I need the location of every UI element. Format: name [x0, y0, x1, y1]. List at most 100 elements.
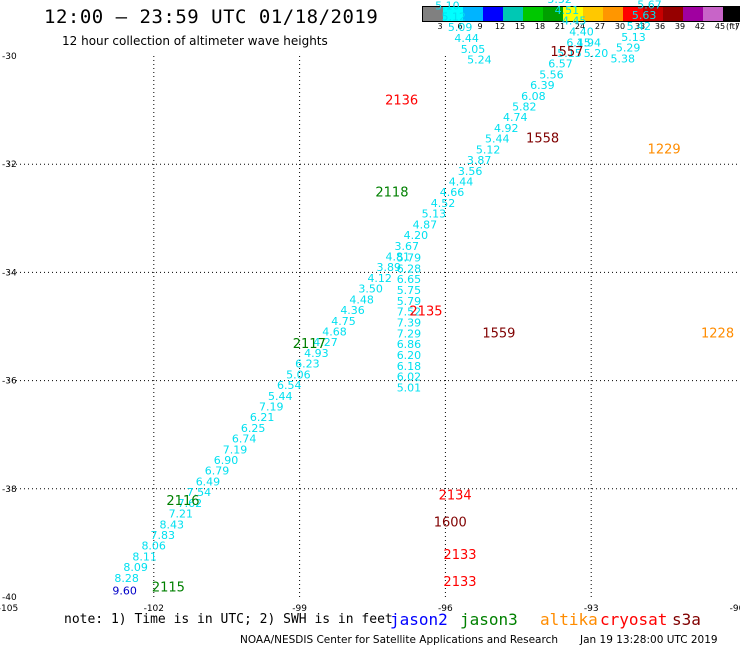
- wave-height-label: 6.15: [566, 36, 591, 49]
- wave-height-label: 5.10: [435, 0, 460, 12]
- wave-height-label: 4.48: [349, 293, 374, 306]
- credit-text: NOAA/NESDIS Center for Satellite Applica…: [240, 634, 558, 646]
- wave-height-label: 7.52: [397, 306, 422, 319]
- wave-height-label: 6.74: [232, 433, 257, 446]
- wave-height-label: 5.79: [397, 295, 422, 308]
- color-swatch: [563, 7, 583, 21]
- wave-height-label: 9.60: [112, 584, 137, 597]
- wave-height-label: 5.52: [547, 0, 572, 6]
- wave-height-label: 8.43: [160, 518, 185, 531]
- color-scale-tick: 70: [734, 22, 740, 31]
- color-scale-tick: 30: [614, 22, 626, 31]
- color-swatch: [603, 7, 623, 21]
- color-swatch: [503, 7, 523, 21]
- color-scale-tick: 42: [694, 22, 706, 31]
- pass-id-label: 2116: [166, 494, 199, 509]
- units-note: note: 1) Time is in UTC; 2) SWH is in fe…: [64, 612, 393, 627]
- lon-tick-label: -102: [144, 604, 164, 614]
- wave-height-label: 4.74: [503, 111, 528, 124]
- wave-height-label: 6.08: [521, 90, 546, 103]
- wave-height-label: 6.49: [196, 475, 221, 488]
- legend-cryosat: cryosat: [600, 610, 668, 629]
- wave-height-label: 4.51: [555, 4, 580, 17]
- wave-height-label: 4.68: [322, 325, 347, 338]
- wave-height-label: 4.27: [313, 336, 338, 349]
- wave-height-label: 5.09: [448, 21, 473, 34]
- color-swatch: [643, 7, 663, 21]
- wave-height-label: 6.86: [397, 338, 422, 351]
- wave-height-label: 6.65: [397, 273, 422, 286]
- color-scale-tick: 3: [437, 22, 443, 31]
- wave-height-label: 8.11: [132, 550, 157, 563]
- color-scale-tick: 39: [674, 22, 686, 31]
- wave-height-label: 3.89: [376, 261, 401, 274]
- wave-height-label: 7.29: [397, 327, 422, 340]
- credit-line: NOAA/NESDIS Center for Satellite Applica…: [240, 634, 718, 646]
- color-swatch: [483, 7, 503, 21]
- wave-height-label: 4.94: [577, 36, 602, 49]
- wave-height-label: 4.12: [367, 272, 392, 285]
- color-scale-labels: 36912151821242730333639424570(ft): [422, 22, 740, 32]
- wave-height-label: 4.36: [340, 304, 365, 317]
- pass-id-label: 1559: [482, 326, 515, 341]
- wave-height-label: 5.44: [268, 390, 293, 403]
- page-title: 12:00 — 23:59 UTC 01/18/2019: [44, 6, 379, 28]
- wave-height-label: 5.15: [557, 47, 582, 60]
- wave-height-label: 4.81: [386, 250, 411, 263]
- color-swatch: [623, 7, 643, 21]
- wave-height-label: 6.54: [277, 379, 302, 392]
- wave-height-label: 5.29: [616, 42, 641, 55]
- color-swatch: [523, 7, 543, 21]
- wave-height-label: 4.44: [449, 176, 474, 189]
- lat-tick-label: -38: [2, 485, 17, 495]
- color-swatch: [463, 7, 483, 21]
- wave-height-label: 6.28: [397, 262, 422, 275]
- lat-tick-label: -30: [2, 52, 17, 62]
- page-subtitle: 12 hour collection of altimeter wave hei…: [62, 34, 328, 48]
- wave-height-label: 5.63: [643, 0, 668, 1]
- wave-height-label: 4.66: [440, 186, 465, 199]
- lon-tick-label: -96: [438, 604, 453, 614]
- color-scale-tick: 12: [494, 22, 506, 31]
- wave-height-label: 5.13: [621, 31, 646, 44]
- wave-height-label: 6.90: [214, 454, 239, 467]
- wave-height-label: 4.40: [569, 25, 594, 38]
- color-swatch: [583, 7, 603, 21]
- color-swatch: [683, 7, 703, 21]
- wave-height-label: 4.92: [494, 122, 519, 135]
- wave-height-label: 5.67: [637, 0, 662, 11]
- wave-height-label: 5.01: [397, 381, 422, 394]
- wave-height-label: 3.67: [395, 240, 420, 253]
- pass-id-label: 2133: [443, 548, 476, 563]
- pass-id-label: 2118: [375, 186, 408, 201]
- legend-jason2: jason2: [390, 610, 448, 629]
- wave-height-label: 5.05: [461, 43, 486, 56]
- legend-jason3: jason3: [460, 610, 518, 629]
- pass-id-label: 1229: [648, 142, 681, 157]
- pass-id-label: 2117: [293, 337, 326, 352]
- wave-height-label: 6.39: [530, 79, 555, 92]
- wave-height-label: 5.13: [422, 208, 447, 221]
- lat-tick-label: -40: [2, 593, 17, 603]
- color-swatch: [703, 7, 723, 21]
- wave-height-label: 7.19: [223, 443, 248, 456]
- legend-s3a: s3a: [672, 610, 701, 629]
- color-scale-tick: 33: [634, 22, 646, 31]
- lat-tick-label: -34: [2, 268, 17, 278]
- wave-height-label: 5.56: [539, 68, 564, 81]
- lat-tick-label: -32: [2, 160, 17, 170]
- pass-id-label: 2133: [443, 575, 476, 590]
- wave-height-label: 6.21: [250, 411, 275, 424]
- pass-id-label: 2115: [152, 581, 185, 596]
- wave-height-label: 6.02: [397, 371, 422, 384]
- pass-id-label: 1557: [550, 45, 583, 60]
- wave-height-label: 4.93: [304, 347, 329, 360]
- wave-height-label: 3.56: [458, 165, 483, 178]
- pass-id-label: 1228: [701, 326, 734, 341]
- wave-height-label: 8.09: [123, 561, 148, 574]
- color-scale-tick: 9: [477, 22, 483, 31]
- color-scale-tick: 18: [534, 22, 546, 31]
- wave-height-label: 3.87: [467, 154, 492, 167]
- wave-height-label: 5.75: [397, 284, 422, 297]
